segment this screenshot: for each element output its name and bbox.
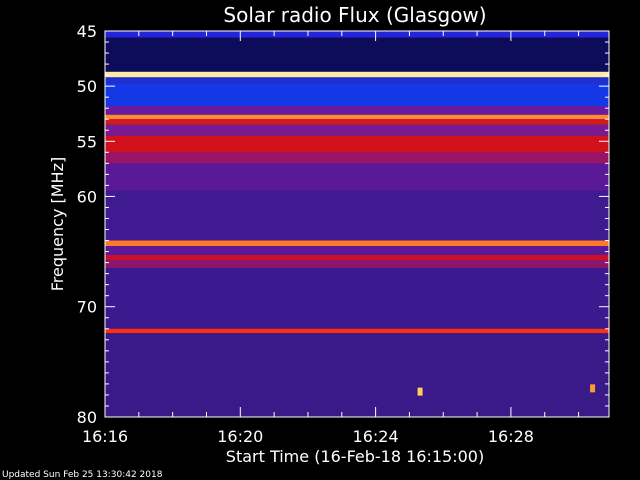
y-tick-label: 80: [77, 408, 97, 427]
frequency-band: [105, 83, 609, 106]
frequency-band: [105, 31, 609, 38]
frequency-band: [105, 333, 609, 417]
axis-ticks: 16:16 16:20 16:24 16:28 45 50 55 60 70 80: [77, 22, 609, 446]
radio-burst: [417, 387, 423, 396]
x-tick-label: 16:20: [217, 427, 263, 446]
frequency-band: [105, 77, 609, 84]
frequency-band: [105, 124, 609, 136]
y-tick-label: 55: [77, 132, 97, 151]
frequency-band: [105, 152, 609, 164]
x-tick-label: 16:16: [82, 427, 128, 446]
y-tick-label: 45: [77, 22, 97, 41]
frequency-band: [105, 105, 609, 115]
frequency-band: [105, 114, 609, 120]
frequency-band: [105, 37, 609, 72]
frequency-band: [105, 254, 609, 261]
y-axis-label: Frequency [MHz]: [48, 157, 67, 291]
x-tick-label: 16:28: [488, 427, 534, 446]
plot-area: [105, 31, 609, 417]
plot-frame: [104, 30, 610, 418]
frequency-band: [105, 190, 609, 241]
frequency-band: [105, 246, 609, 255]
frequency-band: [105, 260, 609, 269]
frequency-band: [105, 119, 609, 125]
x-axis-label: Start Time (16-Feb-18 16:15:00): [226, 447, 484, 466]
frequency-band: [105, 328, 609, 334]
y-tick-label: 60: [77, 187, 97, 206]
radio-burst: [590, 384, 596, 393]
x-tick-label: 16:24: [353, 427, 399, 446]
frequency-band: [105, 268, 609, 329]
y-tick-label: 50: [77, 77, 97, 96]
frequency-band: [105, 240, 609, 247]
frequency-band: [105, 71, 609, 78]
y-tick-label: 70: [77, 298, 97, 317]
frequency-band: [105, 135, 609, 153]
frequency-band: [105, 163, 609, 191]
updated-footer: Updated Sun Feb 25 13:30:42 2018: [2, 470, 163, 480]
chart-title: Solar radio Flux (Glasgow): [223, 3, 486, 27]
